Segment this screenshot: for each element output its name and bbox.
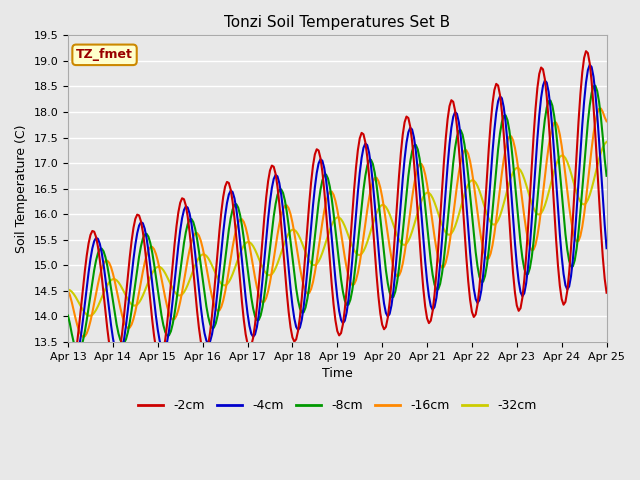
Title: Tonzi Soil Temperatures Set B: Tonzi Soil Temperatures Set B xyxy=(224,15,451,30)
X-axis label: Time: Time xyxy=(322,367,353,380)
Text: TZ_fmet: TZ_fmet xyxy=(76,48,133,61)
Y-axis label: Soil Temperature (C): Soil Temperature (C) xyxy=(15,124,28,253)
Legend: -2cm, -4cm, -8cm, -16cm, -32cm: -2cm, -4cm, -8cm, -16cm, -32cm xyxy=(133,394,541,417)
